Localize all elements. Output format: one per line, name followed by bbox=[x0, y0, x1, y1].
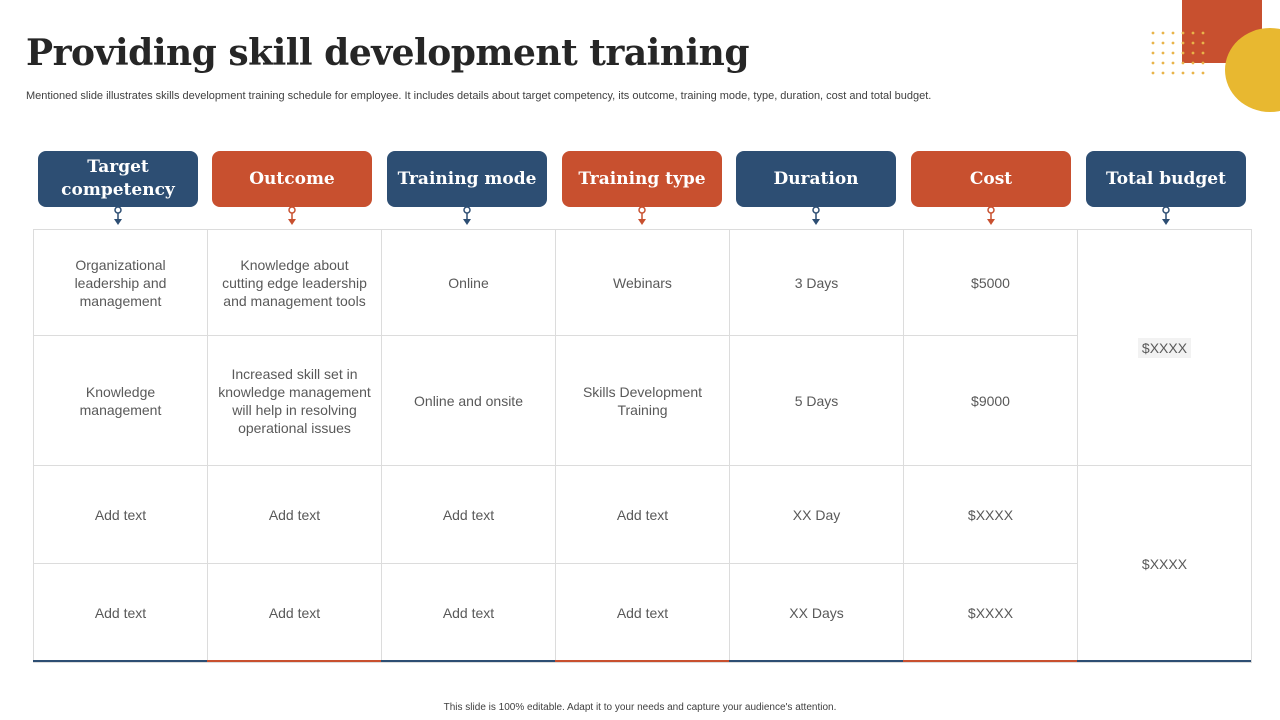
cell-outcome: Add text bbox=[207, 465, 382, 564]
cell-total-budget: $XXXX bbox=[1077, 465, 1252, 663]
connector-marker-icon bbox=[1162, 207, 1170, 225]
cell-training-type: Skills Development Training bbox=[555, 335, 730, 466]
table-row: Knowledge management Increased skill set… bbox=[33, 335, 1252, 466]
cell-outcome: Add text bbox=[207, 563, 382, 663]
cell-cost: $5000 bbox=[903, 229, 1078, 336]
connector-marker-icon bbox=[463, 207, 471, 225]
header-training-type: Training type bbox=[562, 151, 722, 207]
header-outcome: Outcome bbox=[212, 151, 372, 207]
header-cost: Cost bbox=[911, 151, 1071, 207]
cell-training-type: Add text bbox=[555, 563, 730, 663]
cell-target-competency: Organizational leadership and management bbox=[33, 229, 208, 336]
bottom-accent-segment bbox=[381, 660, 555, 662]
slide-title: Providing skill development training bbox=[26, 32, 750, 74]
cell-duration: 5 Days bbox=[729, 335, 904, 466]
cell-training-type: Add text bbox=[555, 465, 730, 564]
cell-duration: XX Days bbox=[729, 563, 904, 663]
bottom-accent-segment bbox=[1077, 660, 1251, 662]
table-row: Add text Add text Add text Add text XX D… bbox=[33, 563, 1252, 663]
header-duration: Duration bbox=[736, 151, 896, 207]
total-budget-value: $XXXX bbox=[1141, 556, 1188, 572]
cell-target-competency: Knowledge management bbox=[33, 335, 208, 466]
connector-marker-icon bbox=[638, 207, 646, 225]
header-total-budget: Total budget bbox=[1086, 151, 1246, 207]
bottom-accent-segment bbox=[207, 660, 381, 662]
table-row: Organizational leadership and management… bbox=[33, 229, 1252, 466]
connector-marker-icon bbox=[114, 207, 122, 225]
cell-training-mode: Add text bbox=[381, 465, 556, 564]
connector-marker-icon bbox=[812, 207, 820, 225]
header-target-competency: Target competency bbox=[38, 151, 198, 207]
cell-training-mode: Online and onsite bbox=[381, 335, 556, 466]
bottom-accent-segment bbox=[903, 660, 1077, 662]
cell-training-type: Webinars bbox=[555, 229, 730, 336]
cell-target-competency: Add text bbox=[33, 465, 208, 564]
decorative-dot-grid bbox=[1151, 31, 1205, 75]
connector-marker-icon bbox=[987, 207, 995, 225]
bottom-accent-segment bbox=[33, 660, 207, 662]
bottom-accent-segment bbox=[555, 660, 729, 662]
training-table: Organizational leadership and management… bbox=[33, 229, 1252, 663]
bottom-accent-segment bbox=[729, 660, 903, 662]
connector-marker-icon bbox=[288, 207, 296, 225]
cell-target-competency: Add text bbox=[33, 563, 208, 663]
table-row: Add text Add text Add text Add text XX D… bbox=[33, 465, 1252, 663]
cell-outcome: Knowledge about cutting edge leadership … bbox=[207, 229, 382, 336]
cell-training-mode: Add text bbox=[381, 563, 556, 663]
header-training-mode: Training mode bbox=[387, 151, 547, 207]
slide-subtitle: Mentioned slide illustrates skills devel… bbox=[26, 90, 932, 102]
slide-footer: This slide is 100% editable. Adapt it to… bbox=[443, 702, 837, 713]
cell-outcome: Increased skill set in knowledge managem… bbox=[207, 335, 382, 466]
cell-cost: $9000 bbox=[903, 335, 1078, 466]
cell-cost: $XXXX bbox=[903, 465, 1078, 564]
cell-training-mode: Online bbox=[381, 229, 556, 336]
cell-duration: XX Day bbox=[729, 465, 904, 564]
cell-total-budget: $XXXX bbox=[1077, 229, 1252, 466]
cell-duration: 3 Days bbox=[729, 229, 904, 336]
cell-cost: $XXXX bbox=[903, 563, 1078, 663]
total-budget-value: $XXXX bbox=[1137, 337, 1192, 358]
